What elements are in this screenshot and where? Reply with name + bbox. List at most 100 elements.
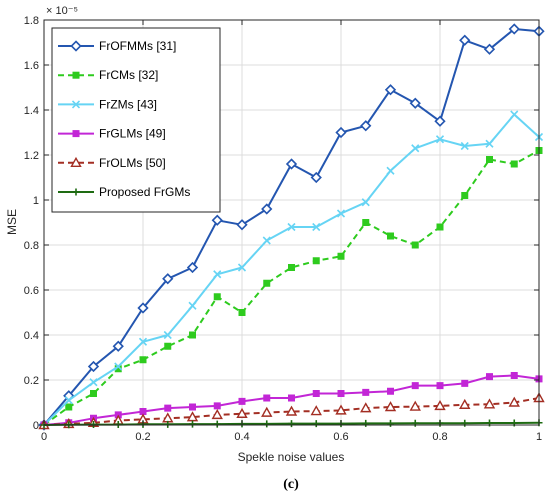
data-point-frglms-49 [461,379,469,387]
data-point-frglms-49 [486,373,493,381]
data-point-frofmms-31 [483,43,496,55]
y-tick-label: 1.8 [24,15,39,27]
data-point-frcms-32 [486,156,493,163]
data-point-frzms-43 [460,141,469,151]
data-point-proposed-frgms [213,420,221,428]
data-point-frglms-49 [164,404,172,412]
data-point-frcms-32 [461,192,469,199]
legend-item-proposed-frgms: Proposed FrGMs [58,185,190,199]
data-point-proposed-frgms [263,420,271,428]
data-point-frzms-43 [138,337,148,346]
data-point-frofmms-31 [211,214,223,226]
axis-ticks: 0 0.2 0.4 0.6 0.8 1 0 0.2 0.4 0.6 0.8 1 1.2 1.4 1.6 1.8 [24,15,542,443]
data-point-frzms-43 [361,198,370,207]
data-point-frzms-43 [411,144,420,153]
data-point-frzms-43 [262,236,271,245]
x-axis-label: Spekle noise values [238,450,345,464]
data-point-frglms-49 [337,390,345,397]
y-tick-label: 1.4 [24,105,39,117]
data-point-proposed-frgms [461,419,469,427]
data-point-frolms-50 [459,398,471,409]
y-tick-label: 0 [33,420,39,432]
data-point-frcms-32 [213,293,221,301]
y-tick-label: 0.8 [24,240,39,252]
data-point-frzms-43 [188,301,197,310]
data-point-proposed-frgms [164,420,172,428]
data-point-frolms-50 [236,407,248,418]
data-point-frolms-50 [409,400,421,411]
data-point-frolms-50 [360,402,372,413]
data-point-frofmms-31 [285,158,298,170]
data-point-frofmms-31 [310,171,322,184]
data-point-proposed-frgms [189,420,196,428]
data-point-frolms-50 [434,399,446,411]
data-point-frofmms-31 [261,203,273,215]
data-point-frglms-49 [387,387,394,395]
y-tick-label: 1.6 [24,60,39,72]
data-point-frzms-43 [163,330,172,340]
data-point-frcms-32 [90,390,97,397]
data-point-frzms-43 [237,263,247,272]
data-point-frzms-43 [485,139,494,148]
data-point-frzms-43 [89,378,98,387]
data-point-frzms-43 [213,270,222,279]
series-frcms-32 [40,147,543,429]
figure-caption: (c) [283,477,299,492]
legend-label: Proposed FrGMs [99,185,190,199]
legend-label: FrCMs [32] [99,68,158,82]
data-point-frofmms-31 [384,84,397,96]
series-frofmms-31 [38,23,545,431]
data-point-frolms-50 [285,405,298,416]
data-point-frofmms-31 [162,273,174,285]
y-tick-label: 0.4 [24,330,39,342]
legend-marker [71,100,81,109]
legend-label: FrOFMMs [31] [99,39,176,53]
data-point-frofmms-31 [335,126,347,139]
data-point-frzms-43 [312,222,321,232]
legend-label: FrGLMs [49] [99,127,166,141]
data-point-frofmms-31 [459,34,471,46]
data-point-frcms-32 [387,232,394,240]
data-point-frglms-49 [189,403,196,411]
data-point-proposed-frgms [312,420,320,428]
data-point-frofmms-31 [434,115,446,127]
legend-item-frolms-50: FrOLMs [50] [58,156,166,170]
data-point-frglms-49 [510,372,518,379]
data-point-frcms-32 [238,309,246,316]
data-point-frcms-32 [65,403,73,411]
data-point-frglms-49 [436,382,444,390]
legend-marker [70,156,82,168]
data-point-frzms-43 [64,396,73,405]
legend-item-frglms-49: FrGLMs [49] [58,127,166,141]
series-line-frolms-50 [43,397,540,426]
x-tick-label: 1 [536,431,542,443]
x-tick-label: 0.2 [135,431,150,443]
legend-marker [72,71,80,79]
data-point-frofmms-31 [508,23,520,35]
data-point-frcms-32 [263,279,271,287]
data-point-frolms-50 [211,408,223,420]
data-point-proposed-frgms [288,420,295,428]
legend-marker [72,130,80,138]
data-point-frolms-50 [508,396,520,407]
data-point-frglms-49 [213,402,221,410]
plot-area-frame [43,19,540,426]
data-point-frcms-32 [510,160,518,168]
data-point-frglms-49 [288,394,295,402]
series-line-frcms-32 [43,149,540,426]
x-tick-label: 0 [41,431,47,443]
legend-item-frcms-32: FrCMs [32] [58,68,158,82]
x-tick-label: 0.6 [333,431,348,443]
data-point-frolms-50 [335,404,347,415]
data-point-frcms-32 [337,252,345,260]
legend-label: FrOLMs [50] [99,156,166,170]
y-axis-scale-label: × 10⁻⁵ [46,5,78,17]
legend-marker [72,188,80,196]
data-point-frofmms-31 [137,302,149,314]
data-point-frcms-32 [288,264,295,271]
legend-item-frofmms-31: FrOFMMs [31] [58,39,176,53]
data-point-frzms-43 [114,362,123,371]
x-tick-label: 0.4 [234,431,249,443]
data-point-frzms-43 [386,166,395,175]
